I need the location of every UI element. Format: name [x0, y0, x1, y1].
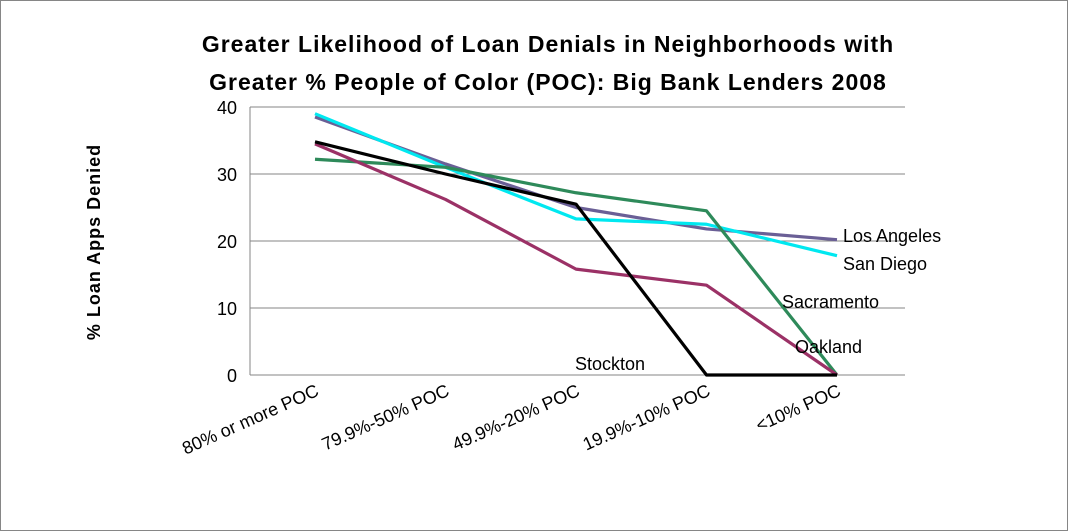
y-tick-labels: 0 10 20 30 40: [217, 98, 237, 386]
series-label-sacramento: Sacramento: [782, 292, 879, 312]
x-tick-label: 19.9%-10% POC: [580, 380, 713, 454]
chart-title-line1: Greater Likelihood of Loan Denials in Ne…: [202, 31, 894, 57]
series-line-oakland: [314, 142, 838, 377]
x-tick-label: <10% POC: [753, 380, 844, 435]
series-line-san-diego: [314, 112, 838, 258]
chart-title-line2: Greater % People of Color (POC): Big Ban…: [209, 69, 887, 95]
series-line-sacramento: [314, 157, 839, 376]
y-tick-label: 40: [217, 98, 237, 118]
x-tick-label: 79.9%-50% POC: [319, 380, 452, 454]
series-label-oakland: Oakland: [795, 337, 862, 357]
series-lines: [314, 112, 839, 377]
series-line-stockton: [314, 140, 837, 377]
y-tick-label: 0: [227, 366, 237, 386]
series-label-san-diego: San Diego: [843, 254, 927, 274]
y-tick-label: 10: [217, 299, 237, 319]
x-tick-label: 49.9%-20% POC: [449, 380, 582, 454]
y-axis-label: % Loan Apps Denied: [84, 144, 104, 340]
y-tick-label: 20: [217, 232, 237, 252]
x-tick-label: 80% or more POC: [179, 380, 321, 458]
series-label-stockton: Stockton: [575, 354, 645, 374]
y-tick-label: 30: [217, 165, 237, 185]
series-labels: Los Angeles San Diego Sacramento Oakland Sto…: [575, 226, 941, 374]
series-label-los-angeles: Los Angeles: [843, 226, 941, 246]
